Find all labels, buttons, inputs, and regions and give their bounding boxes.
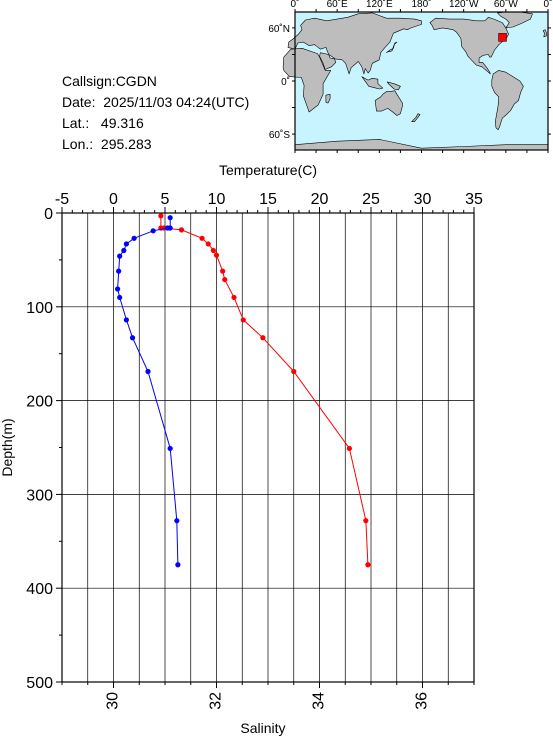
temperature-profile-line xyxy=(160,215,369,565)
temperature-tick-label: -5 xyxy=(55,191,69,208)
salinity-tick-label: 34 xyxy=(311,692,328,710)
salinity-data-point xyxy=(123,241,129,247)
salinity-data-point xyxy=(167,215,173,221)
land-mass xyxy=(491,70,524,130)
map-lon-label: 120˚E xyxy=(366,0,393,10)
salinity-data-point xyxy=(175,562,181,568)
temperature-tick-label: 5 xyxy=(161,191,170,208)
salinity-data-point xyxy=(121,247,127,254)
land-mass xyxy=(386,81,401,91)
depth-axis-label: Depth(m) xyxy=(0,418,15,476)
temperature-data-point xyxy=(220,268,226,274)
temperature-tick-label: 30 xyxy=(414,191,432,208)
land-mass xyxy=(287,12,422,75)
land-mass xyxy=(411,113,421,122)
land-mass xyxy=(361,76,384,90)
salinity-tick-label: 36 xyxy=(414,692,431,710)
map-lon-label: 120˚W xyxy=(449,0,479,10)
date-label: Date: 2025/11/03 04:24(UTC) xyxy=(62,94,250,110)
salinity-data-point xyxy=(174,518,180,524)
temperature-tick-label: 25 xyxy=(362,191,380,208)
map-lat-label: 0˚ xyxy=(281,76,290,88)
temperature-axis-label: Temperature(C) xyxy=(219,162,317,178)
salinity-data-point xyxy=(164,225,171,231)
salinity-data-point xyxy=(123,317,129,323)
salinity-tick-label: 32 xyxy=(208,692,225,710)
temperature-data-point xyxy=(365,562,371,568)
temperature-data-point xyxy=(222,276,228,283)
depth-tick-label: 500 xyxy=(26,675,53,692)
map-lon-label: 0˚ xyxy=(291,0,300,10)
temperature-tick-label: 20 xyxy=(311,191,329,208)
depth-tick-label: 0 xyxy=(44,206,53,223)
map-lon-label: 60˚W xyxy=(494,0,518,10)
temperature-tick-label: 10 xyxy=(208,191,226,208)
salinity-data-point xyxy=(116,268,122,274)
temperature-tick-label: 35 xyxy=(465,191,483,208)
temperature-data-point xyxy=(158,213,164,219)
temperature-data-point xyxy=(199,235,205,241)
salinity-data-point xyxy=(145,368,151,375)
salinity-tick-label: 30 xyxy=(105,692,122,710)
salinity-data-point xyxy=(117,294,123,301)
temperature-data-point xyxy=(346,445,352,452)
salinity-data-point xyxy=(167,445,173,452)
depth-tick-label: 300 xyxy=(26,487,53,504)
map-lon-label: 0˚ xyxy=(544,0,553,10)
temperature-data-point xyxy=(231,294,237,301)
salinity-data-point xyxy=(117,253,123,259)
salinity-data-point xyxy=(131,235,137,241)
temperature-data-point xyxy=(240,317,246,323)
temperature-data-point xyxy=(260,335,266,341)
latitude-label: Lat.: 49.316 xyxy=(62,115,144,131)
land-mass xyxy=(542,29,547,38)
temperature-data-point xyxy=(205,241,211,247)
land-mass xyxy=(386,41,398,54)
salinity-axis-label: Salinity xyxy=(240,720,285,736)
depth-tick-label: 100 xyxy=(26,300,53,317)
world-map: 0˚ 60˚E 120˚E 180˚ 120˚W 60˚W 0˚ 60˚N 0˚ 60˚S xyxy=(268,0,552,153)
map-lat-label: 60˚N xyxy=(268,23,290,35)
depth-tick-label: 200 xyxy=(26,394,53,411)
callsign-label: Callsign:CGDN xyxy=(62,73,157,89)
temperature-tick-label: 15 xyxy=(259,191,277,208)
temperature-data-point xyxy=(178,227,185,233)
land-mass xyxy=(319,52,337,70)
station-marker xyxy=(498,33,507,42)
land-mass xyxy=(325,94,331,104)
land-mass xyxy=(429,16,509,75)
map-lon-label: 180˚ xyxy=(411,0,431,10)
temperature-data-point xyxy=(213,252,220,258)
temperature-tick-label: 0 xyxy=(109,191,118,208)
depth-tick-label: 400 xyxy=(26,581,53,598)
temperature-data-point xyxy=(291,368,297,375)
salinity-data-point xyxy=(129,335,136,341)
salinity-profile-line xyxy=(117,217,179,565)
salinity-data-point xyxy=(115,286,121,292)
land-mass xyxy=(374,90,403,116)
longitude-label: Lon.: 295.283 xyxy=(62,136,152,152)
temperature-data-point xyxy=(363,518,369,524)
temperature-data-point xyxy=(210,247,217,254)
map-lon-label: 60˚E xyxy=(327,0,348,10)
map-lat-label: 60˚S xyxy=(269,129,290,141)
salinity-data-point xyxy=(150,228,156,234)
